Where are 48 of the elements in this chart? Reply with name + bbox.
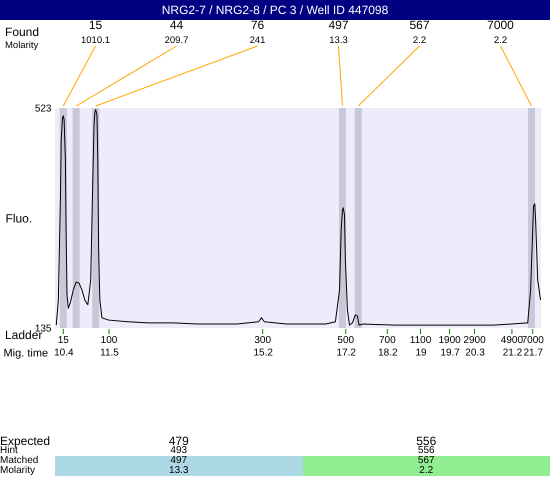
text: 1900: [438, 335, 462, 346]
x-tick-label: 20.3: [465, 348, 486, 358]
text: 1100: [410, 335, 432, 346]
text: 2.2: [494, 35, 508, 46]
x-tick-label: 11.5: [100, 348, 120, 358]
text: Found: [5, 25, 40, 39]
text: 2900: [463, 335, 486, 346]
data-label: 2.2: [302, 465, 550, 476]
text: 44: [170, 18, 184, 32]
text: 567: [409, 18, 430, 32]
text: 4900: [500, 335, 524, 346]
x-tick-label: 19: [415, 348, 428, 358]
data-label: 497: [55, 455, 302, 466]
x-tick-label: 21.7: [523, 348, 544, 358]
text: Molarity: [5, 40, 39, 51]
category-label: Molarity: [0, 465, 36, 476]
text: 241: [250, 35, 266, 46]
x-tick-label: 18.2: [378, 348, 398, 358]
text: 209.7: [164, 35, 188, 46]
text: 7000: [487, 18, 514, 32]
line-series: [56, 109, 542, 326]
text: 100: [100, 335, 118, 346]
text: 7000: [522, 335, 544, 346]
text: 2.2: [412, 35, 426, 46]
data-label: 493: [170, 445, 188, 456]
data-label: 13.3: [55, 465, 302, 476]
y-axis-title: Fluo.: [6, 212, 32, 226]
x-tick-label: 10.4: [54, 348, 74, 358]
chart-title: NRG2-7 / NRG2-8 / PC 3 / Well ID 447098: [162, 3, 388, 17]
text: 500: [337, 335, 355, 346]
x-tick-label: 19.7: [440, 348, 460, 358]
data-label: 567: [302, 455, 550, 466]
text: 300: [254, 335, 272, 346]
x-tick-label: 15.2: [253, 348, 274, 358]
text: 1010.1: [80, 35, 110, 46]
category-label: Matched: [0, 455, 40, 466]
text: 700: [378, 335, 396, 346]
text: 76: [250, 18, 264, 32]
category-label: Hint: [0, 445, 18, 456]
x-axis-title: Mig. time: [4, 348, 48, 360]
x-tick-label: 17.2: [336, 348, 356, 358]
text: 15: [88, 18, 102, 32]
text: 15: [58, 335, 70, 346]
text: 497: [328, 18, 349, 32]
x-tick-label: 21.2: [502, 348, 523, 358]
y-tick-label: 523: [34, 104, 52, 114]
data-label: 556: [418, 445, 435, 456]
text: 13.3: [329, 35, 348, 46]
